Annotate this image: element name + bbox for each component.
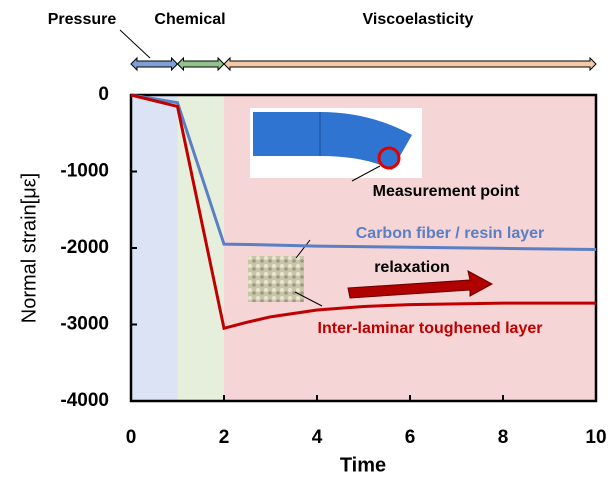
phase-label: Chemical [154,11,225,28]
y-tick-label: -2000 [60,237,109,258]
y-tick-label: 0 [98,84,109,105]
phase-arrow [176,56,225,72]
annotation: Measurement point [373,183,520,200]
series-line [130,93,596,331]
mesh-inset [250,108,422,182]
y-axis-label: Normal strain[με] [18,173,40,323]
pointer [119,29,151,59]
x-tick-label: 4 [312,427,323,448]
relaxation-arrow [347,270,494,299]
phase-label: Viscoelasticity [363,11,474,28]
phase-arrow [223,56,597,72]
texture-inset [248,239,323,307]
x-tick-label: 10 [585,427,606,448]
annotation: relaxation [374,259,450,276]
x-tick-label: 8 [498,427,509,448]
x-axis-label: Time [340,454,386,476]
x-tick-label: 0 [126,427,137,448]
series-line [130,93,597,252]
series-label: Inter-laminar toughened layer [318,320,543,337]
y-tick-label: -1000 [60,161,109,182]
phase-arrow [130,56,179,72]
x-tick-label: 6 [405,427,416,448]
x-tick-label: 2 [219,427,230,448]
phase-label: Pressure [48,11,117,28]
phase-region [131,95,178,401]
y-tick-label: -3000 [60,314,109,335]
y-tick-label: -4000 [60,390,109,411]
series-label: Carbon fiber / resin layer [356,225,545,242]
